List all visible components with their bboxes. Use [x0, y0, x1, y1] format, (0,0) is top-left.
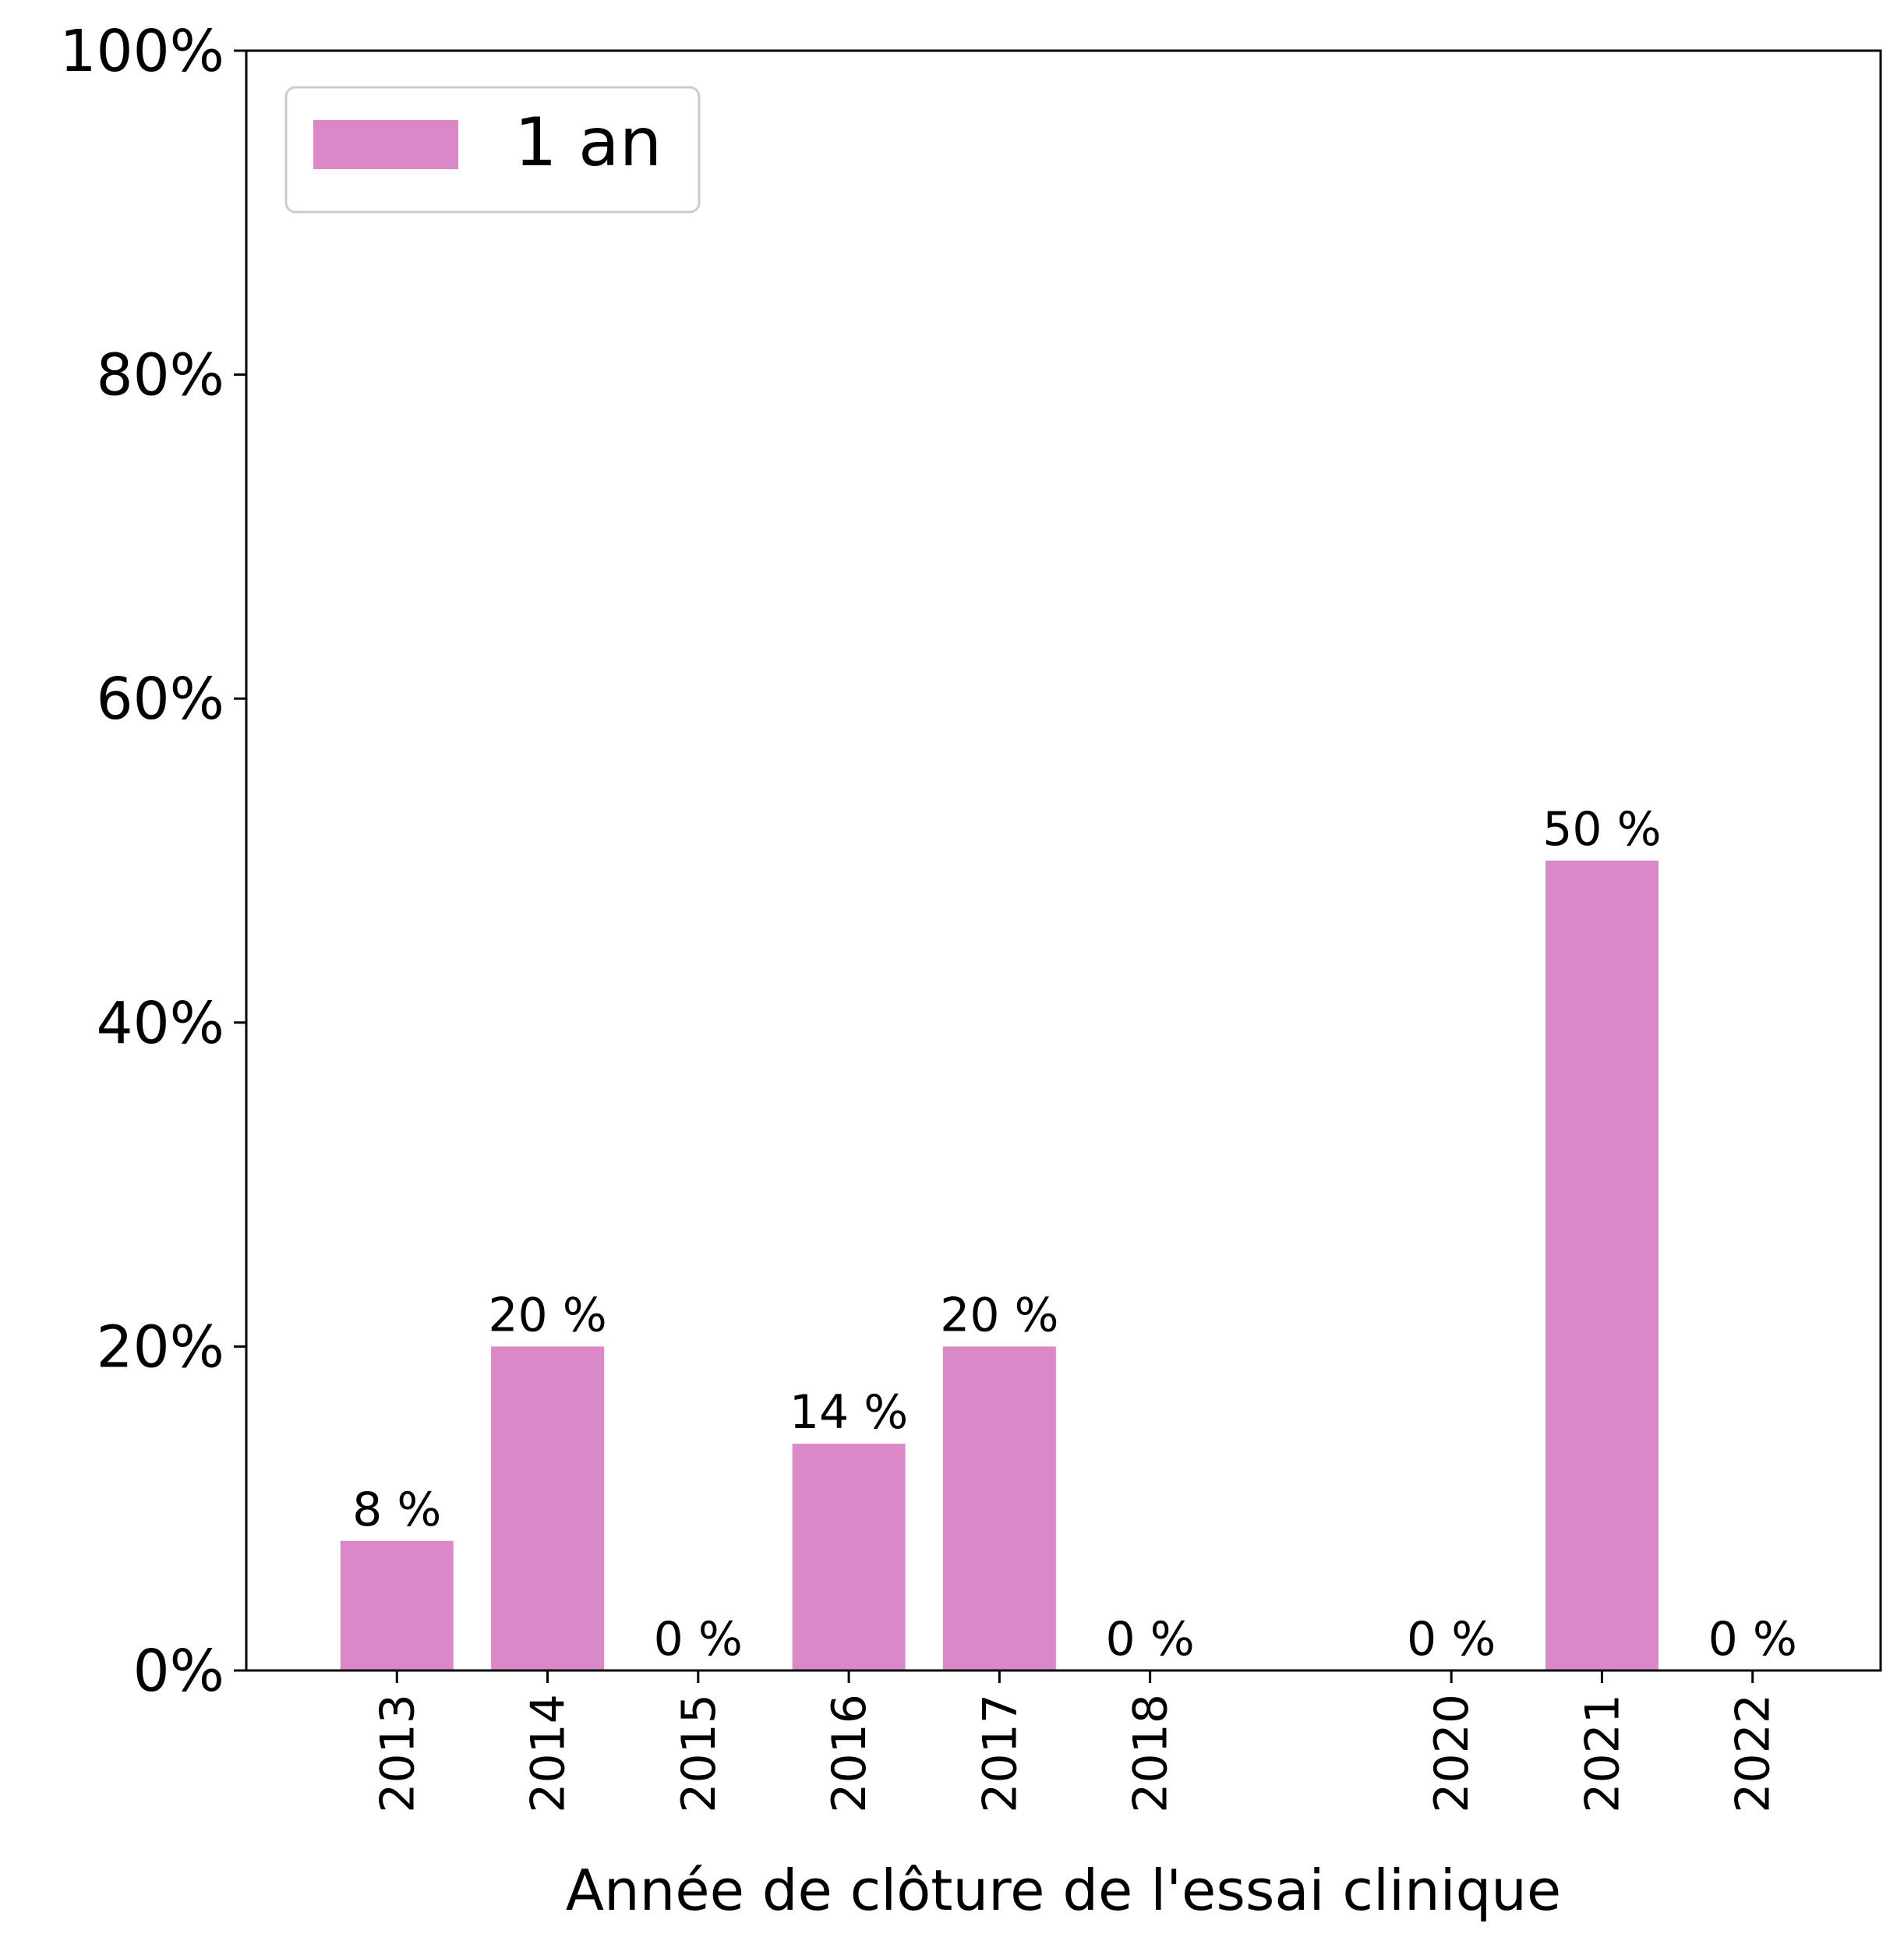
- y-tick-label-40: 40%: [97, 990, 224, 1057]
- y-tick-label-20: 20%: [97, 1313, 224, 1381]
- bar-value-label-2022: 0 %: [1708, 1612, 1797, 1667]
- bar-2016: [792, 1444, 906, 1670]
- bar-labels-layer: 8 % 20 % 0 % 14 % 20 % 0 % 0 % 50 % 0 %: [352, 802, 1797, 1667]
- x-tick-label-2018: 2018: [1124, 1694, 1178, 1813]
- axes-layer: 0% 20% 40% 60% 80% 100% 2013 2014 2015 2016 2017 20…: [59, 18, 1882, 1813]
- x-tick-label-2017: 2017: [973, 1694, 1027, 1813]
- legend-swatch: [313, 120, 458, 169]
- x-tick-label-2015: 2015: [672, 1694, 726, 1813]
- x-tick-label-2014: 2014: [521, 1694, 576, 1813]
- bar-2017: [942, 1346, 1056, 1670]
- x-tick-label-2016: 2016: [822, 1694, 877, 1813]
- x-tick-label-2013: 2013: [370, 1694, 425, 1813]
- plot-frame: [245, 49, 1882, 1672]
- bar-2013: [340, 1540, 454, 1670]
- bar-2021: [1545, 861, 1658, 1670]
- legend-box: [284, 86, 701, 214]
- x-tick-label-2021: 2021: [1575, 1694, 1630, 1813]
- y-tick-label-60: 60%: [97, 666, 224, 733]
- bars-layer: [340, 861, 1658, 1670]
- x-axis-title: Année de clôture de l'essai clinique: [566, 1858, 1561, 1923]
- x-tick-label-2022: 2022: [1726, 1694, 1781, 1813]
- legend-label: 1 an: [514, 104, 662, 182]
- y-tick-label-0: 0%: [133, 1638, 224, 1705]
- bar-value-label-2014: 20 %: [488, 1288, 606, 1342]
- bar-value-label-2016: 14 %: [790, 1385, 908, 1440]
- bar-value-label-2018: 0 %: [1105, 1612, 1194, 1667]
- legend: 1 an: [284, 86, 701, 214]
- x-tick-label-2020: 2020: [1425, 1694, 1479, 1813]
- bar-2014: [491, 1346, 605, 1670]
- y-tick-label-80: 80%: [97, 342, 224, 409]
- bar-value-label-2021: 50 %: [1542, 802, 1661, 857]
- bar-value-label-2020: 0 %: [1407, 1612, 1496, 1667]
- bar-value-label-2013: 8 %: [352, 1483, 441, 1537]
- bar-value-label-2017: 20 %: [940, 1288, 1058, 1342]
- y-tick-label-100: 100%: [59, 18, 224, 85]
- bar-value-label-2015: 0 %: [654, 1612, 743, 1667]
